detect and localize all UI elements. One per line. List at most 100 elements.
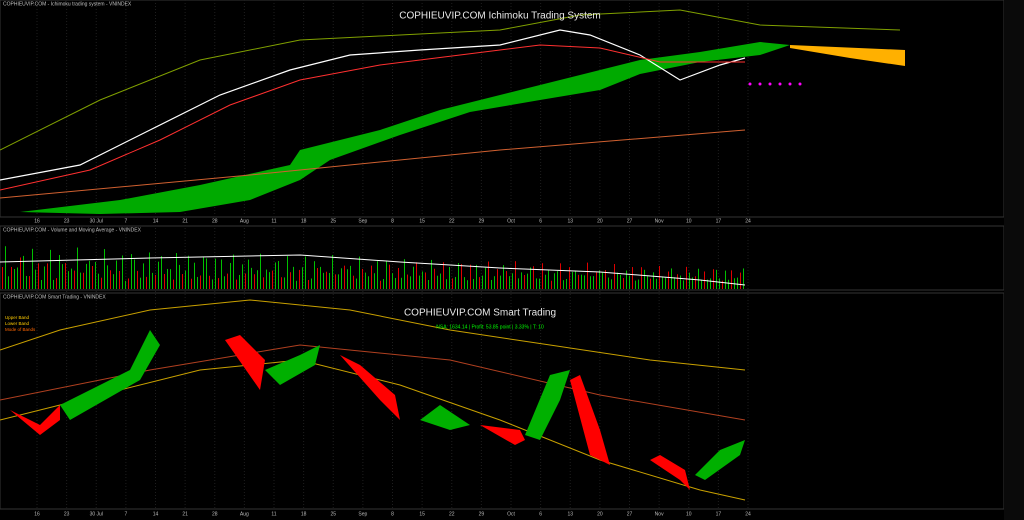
volume-bar	[644, 269, 645, 289]
date-label: 24	[745, 218, 751, 224]
ichimoku-cloud	[20, 42, 790, 214]
volume-bar	[14, 268, 15, 289]
volume-bar	[554, 273, 555, 289]
volume-bar	[497, 269, 498, 289]
volume-bar	[392, 273, 393, 289]
volume-bar	[608, 277, 609, 289]
volume-bar	[296, 280, 297, 289]
volume-bar	[350, 265, 351, 289]
volume-bar	[590, 276, 591, 289]
volume-bar	[119, 270, 120, 289]
legend-entry: Upper Band	[5, 315, 30, 320]
volume-bar	[356, 278, 357, 289]
date-label: 13	[567, 511, 573, 517]
volume-bar	[98, 273, 99, 289]
upper-band	[0, 299, 746, 371]
volume-bar	[578, 274, 579, 289]
volume-bar	[224, 276, 225, 289]
volume-bar	[503, 265, 504, 289]
volume-bar	[83, 272, 84, 289]
volume-bar	[620, 274, 621, 289]
volume-bar	[158, 261, 159, 289]
sell-ribbon	[225, 335, 265, 390]
date-label: 18	[301, 218, 307, 224]
date-label: 24	[745, 511, 751, 517]
volume-bar	[500, 275, 501, 289]
volume-bar	[707, 279, 708, 289]
volume-bar	[263, 277, 264, 289]
buy-ribbon	[525, 370, 570, 440]
volume-bar	[443, 262, 444, 289]
volume-bar	[176, 253, 177, 289]
volume-bar	[338, 274, 339, 289]
volume-bar	[686, 266, 687, 289]
volume-bar	[524, 274, 525, 289]
volume-bar	[65, 263, 66, 289]
volume-bar	[239, 274, 240, 289]
volume-bar	[197, 276, 198, 289]
volume-bar	[509, 276, 510, 289]
volume-bar	[545, 274, 546, 289]
volume-bar	[698, 268, 699, 289]
date-label: 22	[449, 218, 455, 224]
volume-bar	[599, 270, 600, 289]
date-label: Sep	[358, 218, 367, 224]
volume-bar	[437, 275, 438, 289]
volume-bar	[344, 265, 345, 289]
price-axis	[1004, 0, 1024, 520]
volume-bar	[488, 261, 489, 289]
volume-bar	[386, 260, 387, 289]
volume-bar	[59, 255, 60, 289]
volume-bar	[101, 277, 102, 289]
volume-bar	[335, 274, 336, 289]
date-label: 8	[391, 218, 394, 224]
volume-bar	[326, 271, 327, 289]
volume-bar	[425, 272, 426, 289]
volume-bar	[536, 278, 537, 289]
volume-bar	[455, 276, 456, 289]
volume-bar	[368, 276, 369, 289]
volume-bar	[116, 260, 117, 289]
volume-bar	[728, 279, 729, 289]
date-label: 29	[479, 218, 485, 224]
volume-bar	[422, 271, 423, 289]
date-label: 27	[627, 218, 633, 224]
volume-bar	[221, 259, 222, 289]
volume-bar	[128, 278, 129, 289]
volume-bar	[173, 279, 174, 289]
volume-bar	[401, 277, 402, 289]
volume-bar	[380, 280, 381, 289]
volume-bar	[677, 274, 678, 289]
volume-bar	[602, 272, 603, 289]
buy-ribbon	[695, 440, 745, 480]
volume-bar	[44, 266, 45, 289]
panel-header: COPHIEUVIP.COM - Ichimoku trading system…	[3, 1, 132, 7]
volume-bar	[449, 266, 450, 289]
volume-bar	[209, 275, 210, 289]
volume-bar	[290, 272, 291, 289]
volume-bar	[485, 267, 486, 289]
volume-bar	[206, 258, 207, 289]
volume-bar	[740, 272, 741, 289]
volume-bar	[53, 279, 54, 289]
volume-bar	[161, 256, 162, 289]
volume-bar	[617, 272, 618, 289]
date-label: 23	[64, 511, 70, 517]
volume-bar	[203, 256, 204, 289]
volume-bar	[374, 273, 375, 289]
volume-bar	[461, 264, 462, 289]
projection-dots	[748, 82, 802, 86]
date-axis: 16 23 30 Jul 7 14 21 28 Aug 11 18 25 Sep 8 15 22 29 Oct 6…	[34, 511, 751, 517]
volume-bar	[170, 269, 171, 289]
volume-bar	[692, 277, 693, 289]
volume-bar	[251, 267, 252, 289]
volume-bar	[641, 267, 642, 289]
date-label: 20	[597, 511, 603, 517]
volume-bar	[731, 270, 732, 289]
volume-bar	[164, 273, 165, 289]
date-label: 22	[449, 511, 455, 517]
volume-bar	[74, 270, 75, 289]
volume-bar	[587, 262, 588, 289]
volume-bar	[332, 255, 333, 289]
volume-bar	[242, 264, 243, 289]
